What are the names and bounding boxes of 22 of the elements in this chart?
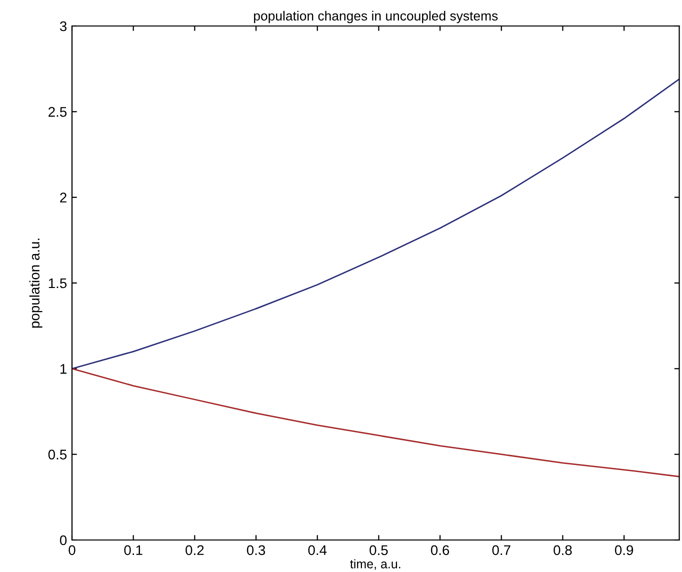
y-tick-label: 0.5	[48, 450, 67, 460]
x-tick-label: 0.6	[430, 545, 450, 556]
x-tick-label: 0.2	[186, 545, 204, 556]
y-tick-label: 1.5	[48, 278, 67, 288]
line-series	[72, 78, 680, 370]
x-tick-label: 0.3	[246, 545, 266, 556]
y-axis-title: population a.u.	[29, 238, 42, 328]
line-series	[72, 368, 680, 478]
y-tick-label: 0	[60, 535, 67, 546]
x-tick-label: 0.8	[554, 545, 572, 556]
x-tick-label: 0.7	[492, 545, 510, 556]
y-tick-label: 2	[60, 192, 66, 202]
y-tick-label: 3	[60, 21, 67, 32]
x-axis-title: time, a.u.	[350, 559, 400, 570]
chart-title: population changes in uncoupled systems	[254, 10, 498, 24]
x-tick-label: 0.5	[370, 545, 388, 556]
x-tick-label: 0.4	[308, 545, 327, 556]
x-tick-label: 0.9	[614, 545, 634, 556]
x-tick-label: 0.1	[124, 545, 142, 556]
y-tick-label: 1	[60, 364, 66, 374]
y-tick-label: 2.5	[48, 107, 67, 117]
x-tick-label: 0	[68, 545, 76, 556]
